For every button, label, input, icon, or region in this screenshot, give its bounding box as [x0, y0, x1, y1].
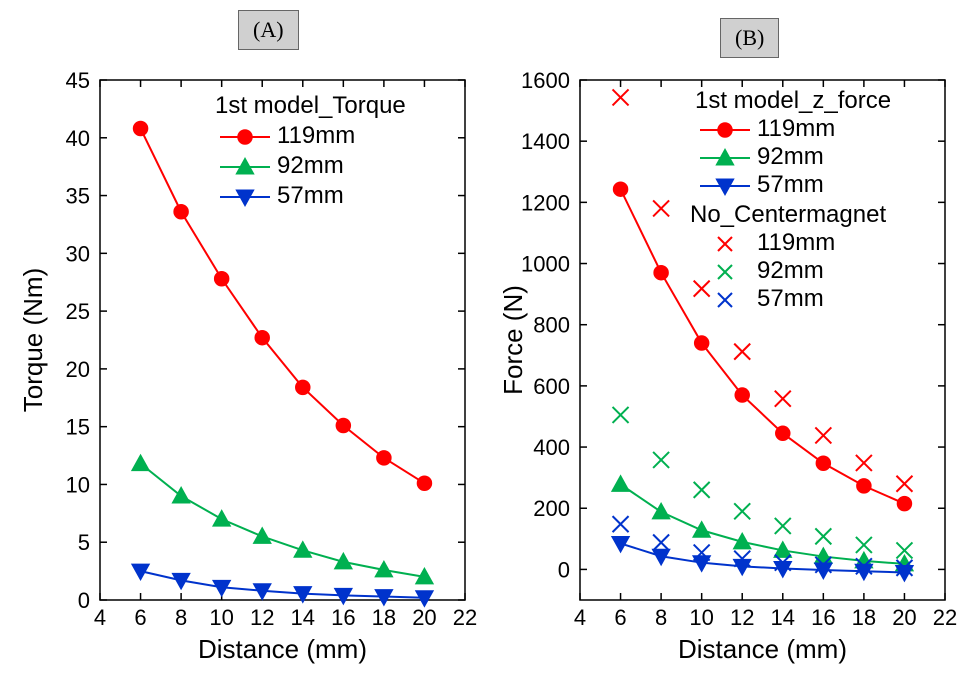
svg-text:45: 45	[66, 68, 90, 93]
svg-text:20: 20	[412, 605, 436, 630]
svg-text:119mm: 119mm	[757, 229, 835, 256]
svg-text:22: 22	[933, 605, 957, 630]
svg-text:10: 10	[209, 605, 233, 630]
svg-text:1st model_Torque: 1st model_Torque	[215, 92, 406, 119]
svg-text:18: 18	[372, 605, 396, 630]
svg-text:20: 20	[66, 357, 90, 382]
svg-text:Torque (Nm): Torque (Nm)	[18, 268, 48, 412]
svg-text:0: 0	[78, 588, 90, 613]
svg-text:4: 4	[94, 605, 106, 630]
svg-text:57mm: 57mm	[757, 285, 824, 312]
svg-text:6: 6	[134, 605, 146, 630]
svg-text:12: 12	[730, 605, 754, 630]
svg-text:1600: 1600	[521, 68, 570, 93]
svg-text:16: 16	[331, 605, 355, 630]
svg-text:Distance (mm): Distance (mm)	[678, 634, 847, 664]
svg-text:22: 22	[453, 605, 477, 630]
svg-text:10: 10	[66, 472, 90, 497]
svg-text:400: 400	[533, 435, 570, 460]
svg-text:10: 10	[689, 605, 713, 630]
svg-text:25: 25	[66, 299, 90, 324]
svg-text:4: 4	[574, 605, 586, 630]
svg-text:1000: 1000	[521, 252, 570, 277]
svg-text:No_Centermagnet: No_Centermagnet	[690, 201, 886, 228]
svg-text:18: 18	[852, 605, 876, 630]
svg-text:1200: 1200	[521, 190, 570, 215]
svg-text:14: 14	[771, 605, 795, 630]
svg-text:57mm: 57mm	[757, 171, 824, 198]
svg-text:92mm: 92mm	[757, 257, 824, 284]
svg-text:119mm: 119mm	[757, 115, 835, 142]
svg-text:800: 800	[533, 313, 570, 338]
svg-text:30: 30	[66, 241, 90, 266]
svg-text:1st model_z_force: 1st model_z_force	[695, 87, 891, 114]
svg-text:600: 600	[533, 374, 570, 399]
svg-text:5: 5	[78, 530, 90, 555]
svg-text:Force (N): Force (N)	[498, 285, 528, 395]
panel-label-b: (B)	[720, 18, 779, 58]
svg-text:35: 35	[66, 184, 90, 209]
svg-text:40: 40	[66, 126, 90, 151]
svg-text:200: 200	[533, 496, 570, 521]
svg-text:6: 6	[614, 605, 626, 630]
svg-text:16: 16	[811, 605, 835, 630]
svg-text:1400: 1400	[521, 129, 570, 154]
svg-text:57mm: 57mm	[277, 182, 344, 209]
svg-text:20: 20	[892, 605, 916, 630]
svg-text:14: 14	[291, 605, 315, 630]
svg-text:8: 8	[175, 605, 187, 630]
svg-text:15: 15	[66, 415, 90, 440]
svg-text:12: 12	[250, 605, 274, 630]
svg-text:8: 8	[655, 605, 667, 630]
charts-svg: 46810121416182022051015202530354045Dista…	[0, 0, 967, 684]
svg-text:119mm: 119mm	[277, 122, 355, 149]
svg-text:Distance (mm): Distance (mm)	[198, 634, 367, 664]
svg-text:92mm: 92mm	[757, 143, 824, 170]
svg-text:92mm: 92mm	[277, 152, 344, 179]
panel-label-a: (A)	[238, 10, 299, 50]
svg-text:0: 0	[558, 557, 570, 582]
